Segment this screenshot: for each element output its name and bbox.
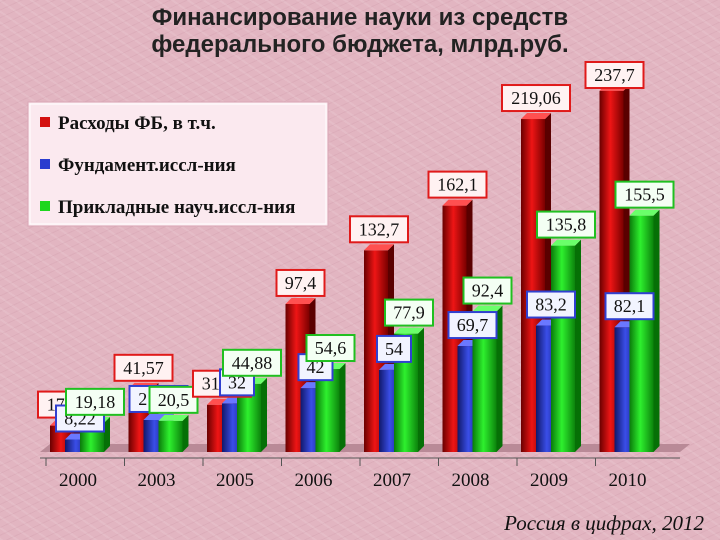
data-label-0-4: 132,7 [359, 219, 400, 239]
bar-side-2-2 [261, 377, 267, 452]
x-axis-ticks: 2000 2003 2005 2006 2007 2008 2009 2010 [45, 458, 647, 491]
legend-swatch-1 [40, 159, 50, 169]
legend-label-0: Расходы ФБ, в т.ч. [58, 113, 216, 134]
data-label-box-2-4 [384, 298, 434, 327]
data-label-2-0: 19,18 [75, 392, 116, 412]
data-label-0-1: 41,57 [123, 358, 164, 378]
x-tick-label: 2005 [216, 470, 254, 491]
data-label-box-0-6 [501, 84, 571, 113]
data-label-0-3: 97,4 [285, 273, 317, 293]
data-label-box-0-5 [427, 170, 488, 199]
bar-side-2-0 [104, 416, 110, 452]
legend-swatch-0 [40, 117, 50, 127]
bar-side-2-4 [418, 327, 424, 452]
data-label-1-3: 42 [307, 357, 325, 377]
data-label-1-4: 54 [385, 339, 403, 359]
legend-box [27, 101, 329, 227]
data-label-box-0-3 [275, 268, 326, 297]
data-label-1-6: 83,2 [535, 295, 567, 315]
bar-top-2-1 [158, 414, 189, 421]
bar-2-7 [629, 215, 654, 452]
bar-top-0-5 [442, 199, 473, 206]
legend-label-1: Фундамент.иссл-ния [58, 155, 236, 176]
data-label-box-0-1 [113, 353, 174, 382]
data-labels-layer: 17,398,2219,1841,5721,0720,531,103244,88… [37, 61, 675, 433]
data-label-1-7: 82,1 [614, 296, 646, 316]
data-label-box-1-7 [604, 292, 655, 321]
x-tick-label: 2010 [609, 470, 647, 491]
data-label-box-2-2 [222, 348, 282, 377]
data-label-box-2-6 [536, 210, 596, 239]
x-tick-label: 2003 [138, 470, 176, 491]
data-label-2-1: 20,5 [158, 390, 190, 410]
bar-2-6 [551, 245, 575, 452]
bar-side-2-7 [653, 209, 660, 452]
data-label-box-2-0 [65, 387, 125, 416]
bar-top-2-4 [394, 327, 424, 334]
data-label-2-6: 135,8 [546, 215, 587, 235]
x-tick-label: 2000 [59, 470, 97, 491]
chart-title-line1: Финансирование науки из средств [151, 4, 569, 31]
x-tick-label: 2009 [530, 470, 568, 491]
data-label-box-2-5 [462, 276, 513, 305]
bar-top-0-4 [364, 244, 394, 251]
source-note: Россия в цифрах, 2012 [504, 511, 704, 535]
bar-side-2-3 [339, 363, 346, 452]
chart-title-line2: федерального бюджета, млрд.руб. [151, 31, 569, 58]
data-label-2-3: 54,6 [315, 338, 347, 358]
bar-top-2-7 [629, 209, 660, 216]
bar-2-1 [158, 420, 183, 452]
data-label-box-2-3 [305, 334, 356, 363]
data-label-1-2: 32 [228, 372, 246, 392]
data-label-0-6: 219,06 [511, 88, 561, 108]
data-label-2-7: 155,5 [624, 185, 665, 205]
x-tick-label: 2008 [452, 470, 490, 491]
data-label-box-0-4 [349, 215, 409, 244]
data-label-2-2: 44,88 [232, 353, 273, 373]
chart-title: Финансирование науки из средств федераль… [60, 4, 660, 58]
x-tick-label: 2007 [373, 470, 411, 491]
data-label-0-7: 237,7 [594, 65, 635, 85]
bar-side-2-1 [182, 414, 189, 452]
data-label-box-2-1 [148, 385, 199, 414]
legend: Расходы ФБ, в т.ч. Фундамент.иссл-ния Прик… [27, 101, 329, 227]
bar-top-2-6 [551, 239, 581, 246]
data-label-2-5: 92,4 [472, 281, 504, 301]
x-tick-label: 2006 [295, 470, 333, 491]
data-label-1-5: 69,7 [457, 315, 489, 335]
data-label-box-1-4 [376, 334, 412, 363]
data-label-box-0-7 [584, 61, 645, 89]
data-label-2-4: 77,9 [393, 303, 425, 323]
legend-inner-border [29, 103, 327, 225]
data-label-box-2-7 [614, 180, 675, 209]
data-label-box-1-5 [447, 311, 498, 340]
legend-swatch-2 [40, 201, 50, 211]
data-label-0-5: 162,1 [437, 175, 478, 195]
legend-label-2: Прикладные науч.иссл-ния [58, 197, 295, 218]
bar-top-2-5 [472, 305, 503, 312]
bar-top-0-3 [285, 297, 316, 304]
data-label-box-1-6 [526, 290, 576, 319]
bar-side-2-5 [496, 305, 503, 452]
bar-side-2-6 [575, 239, 581, 452]
bar-top-0-6 [521, 113, 551, 120]
bar-2-3 [315, 369, 340, 452]
